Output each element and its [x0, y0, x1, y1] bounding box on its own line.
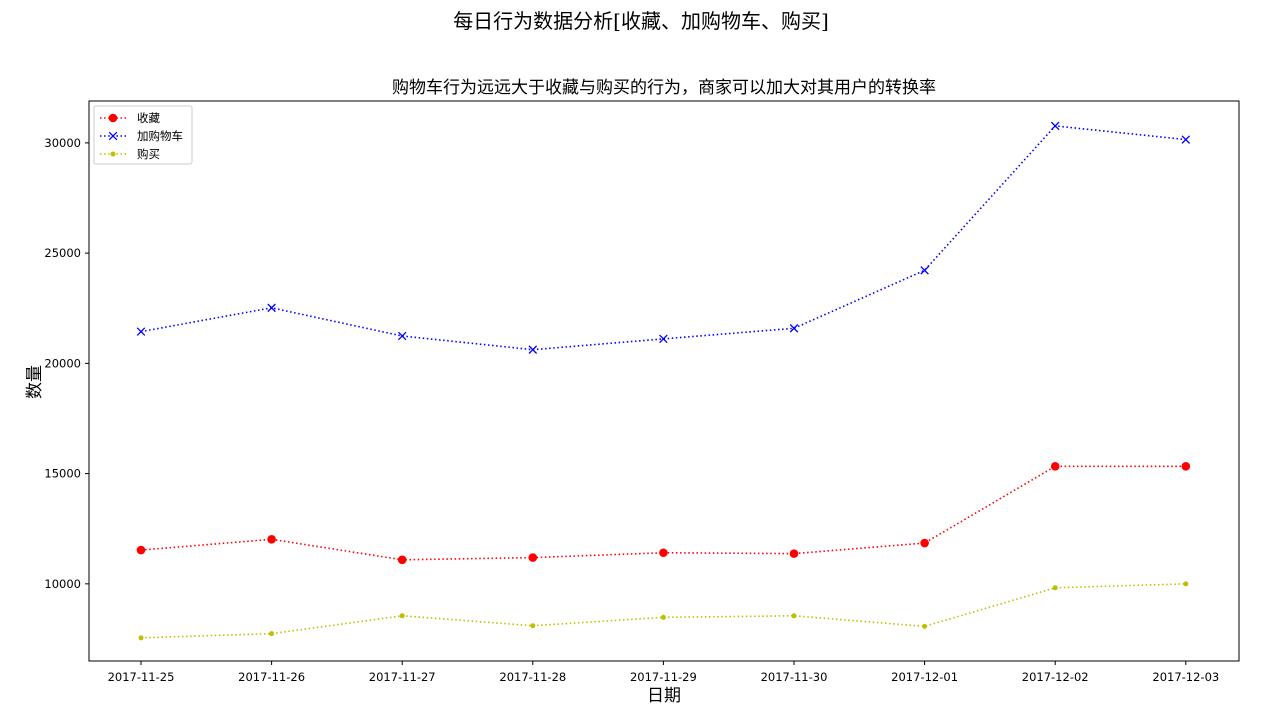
data-point — [136, 545, 146, 555]
data-point-stroke — [528, 345, 538, 354]
data-point-stroke — [920, 266, 929, 275]
x-tick-label: 2017-12-02 — [1022, 670, 1089, 684]
x-tick-label: 2017-11-29 — [630, 670, 697, 684]
legend-item: 收藏 — [100, 111, 160, 125]
legend-label: 购买 — [137, 147, 160, 161]
x-axis-label: 日期 — [647, 686, 681, 706]
data-point — [1183, 581, 1189, 587]
legend-marker — [110, 151, 116, 157]
y-axis-label: 数量 — [25, 365, 45, 399]
y-tick-label: 10000 — [44, 577, 81, 591]
data-point — [138, 635, 144, 641]
data-point — [397, 331, 407, 341]
data-point — [1181, 462, 1191, 471]
data-point — [920, 538, 929, 548]
data-point-stroke — [136, 327, 146, 336]
data-point — [530, 623, 536, 629]
x-tick-label: 2017-11-28 — [499, 670, 566, 684]
data-point-stroke — [789, 324, 799, 333]
data-point — [399, 613, 405, 619]
x-tick-label: 2017-11-27 — [369, 670, 436, 684]
data-point-stroke — [1181, 135, 1191, 144]
data-point — [528, 345, 538, 354]
legend-label: 收藏 — [137, 111, 160, 125]
data-point — [1050, 121, 1060, 131]
data-point — [659, 334, 668, 344]
data-point — [267, 303, 276, 313]
x-tick-label: 2017-11-30 — [761, 670, 828, 684]
data-point — [1181, 135, 1191, 144]
data-point — [269, 631, 275, 637]
legend-marker — [108, 113, 118, 123]
series-0 — [136, 462, 1191, 565]
legend-item: 购买 — [100, 147, 160, 161]
data-point — [136, 327, 146, 336]
series-2 — [138, 581, 1189, 641]
data-point — [1050, 462, 1060, 471]
data-point-stroke — [1050, 121, 1060, 131]
data-point — [789, 324, 799, 333]
plot-frame — [88, 100, 1240, 662]
legend-label: 加购物车 — [137, 129, 183, 143]
legend-marker-stroke — [108, 131, 118, 141]
data-point — [660, 614, 666, 620]
x-tick-label: 2017-12-03 — [1152, 670, 1219, 684]
series-line — [140, 583, 1186, 639]
plot-area: 2017-11-25 2017-11-26 2017-11-27 2017-11-28… — [44, 121, 1219, 684]
data-point — [789, 549, 799, 558]
y-tick-label: 30000 — [44, 136, 81, 150]
data-point — [791, 613, 797, 619]
y-tick-label: 25000 — [44, 246, 81, 260]
legend-item: 加购物车 — [100, 129, 183, 143]
data-point — [267, 534, 276, 544]
data-point — [528, 553, 538, 562]
chart-title: 购物车行为远远大于收藏与购买的行为，商家可以加大对其用户的转换率 — [392, 78, 936, 98]
y-tick-label: 15000 — [44, 467, 81, 481]
data-point-stroke — [267, 303, 276, 313]
legend-box — [93, 105, 193, 165]
series-1 — [136, 121, 1191, 354]
data-point-stroke — [397, 331, 407, 341]
chart-suptitle: 每日行为数据分析[收藏、加购物车、购买] — [453, 9, 829, 33]
series-line — [140, 125, 1186, 351]
data-point-stroke — [659, 334, 668, 344]
x-tick-label: 2017-11-25 — [108, 670, 175, 684]
data-point — [1052, 585, 1058, 591]
x-tick-label: 2017-12-01 — [891, 670, 958, 684]
x-tick-label: 2017-11-26 — [238, 670, 305, 684]
data-point — [920, 266, 929, 275]
y-tick-label: 20000 — [44, 356, 81, 370]
data-point — [659, 548, 668, 558]
series-line — [140, 465, 1186, 561]
data-point — [397, 555, 407, 565]
legend-marker — [108, 131, 118, 141]
data-point — [922, 623, 928, 629]
